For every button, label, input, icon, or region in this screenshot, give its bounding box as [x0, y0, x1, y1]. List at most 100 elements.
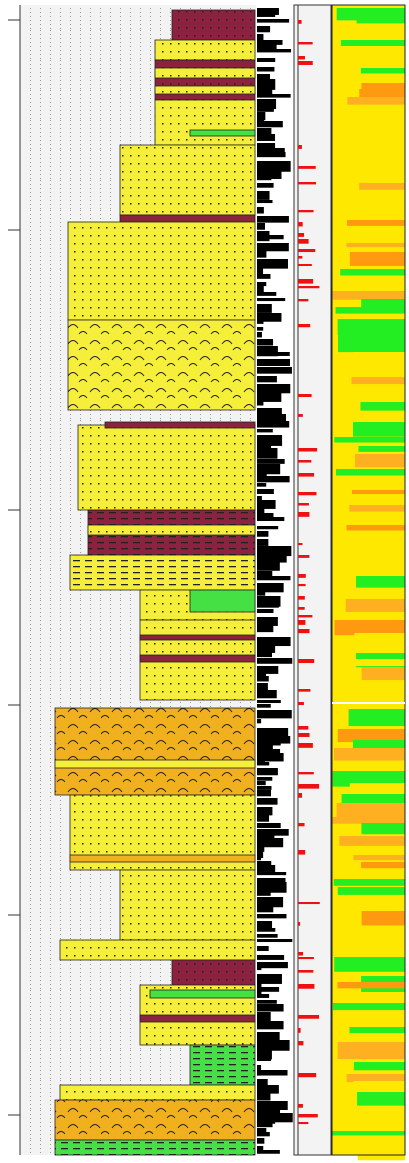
red-bar	[298, 1114, 318, 1117]
black-bar	[257, 339, 273, 346]
facies-band	[347, 1074, 405, 1082]
red-bar	[298, 1073, 316, 1077]
facies-band	[338, 887, 405, 895]
black-bar	[257, 376, 277, 382]
black-bar	[257, 946, 269, 951]
red-bar	[298, 222, 303, 226]
black-bar	[257, 987, 279, 992]
black-bar	[257, 483, 266, 487]
black-bar	[257, 304, 272, 313]
facies-band	[333, 935, 405, 946]
facies-band	[358, 1145, 405, 1160]
lithology-pattern	[190, 1045, 255, 1085]
red-bar	[298, 629, 310, 633]
black-bar	[257, 1085, 279, 1094]
lithology-pattern	[60, 940, 255, 960]
lithology-pattern	[155, 86, 255, 94]
black-bar	[257, 719, 261, 723]
red-bar	[298, 503, 309, 506]
red-bar	[298, 512, 309, 517]
facies-band	[336, 307, 405, 314]
facies-band	[337, 803, 405, 819]
facies-band	[336, 162, 405, 171]
black-bar	[257, 823, 281, 828]
black-bar	[257, 399, 263, 406]
black-bar	[257, 489, 274, 494]
black-bar	[257, 352, 290, 356]
red-bar	[298, 1041, 303, 1045]
black-bar	[257, 235, 284, 239]
black-bar	[257, 676, 269, 681]
lithology-bed	[140, 655, 255, 662]
facies-band	[344, 207, 405, 219]
black-bar	[257, 1025, 271, 1029]
lithology-pattern	[78, 425, 255, 510]
red-bar	[298, 448, 317, 452]
facies-band	[334, 879, 405, 886]
red-bar	[298, 607, 305, 610]
facies-band	[351, 377, 405, 384]
facies-band	[352, 490, 405, 494]
facies-band	[361, 299, 405, 307]
black-bar	[257, 962, 288, 968]
lithology-pattern	[55, 708, 255, 795]
red-bar	[298, 42, 313, 44]
black-bar	[257, 318, 263, 324]
black-bar	[257, 1056, 271, 1061]
facies-band	[361, 68, 405, 73]
black-bar	[257, 1117, 275, 1124]
red-bar	[298, 256, 302, 259]
black-bar	[257, 897, 283, 907]
red-bar	[298, 299, 308, 301]
facies-band	[333, 291, 405, 300]
lithology-pattern	[55, 1100, 255, 1140]
red-bar	[298, 596, 305, 600]
facies-band	[349, 709, 405, 726]
red-bar	[298, 574, 306, 578]
black-bar	[257, 978, 267, 981]
red-bar	[298, 414, 303, 417]
red-bar	[298, 543, 302, 545]
black-bar	[257, 298, 285, 301]
black-bar	[257, 700, 281, 703]
red-bar	[298, 952, 303, 956]
lithology-pattern	[172, 10, 255, 40]
black-bar	[257, 327, 263, 331]
lithology-bed	[70, 855, 255, 862]
black-bar	[257, 183, 274, 188]
black-bar	[257, 602, 279, 608]
black-bar	[257, 815, 269, 822]
red-bar	[298, 743, 313, 748]
black-bar	[257, 207, 264, 214]
facies-band	[354, 141, 405, 147]
lithology-bed	[140, 1015, 255, 1022]
black-bar	[257, 966, 261, 970]
red-bar	[298, 615, 312, 617]
red-bar	[298, 922, 300, 926]
facies-band	[340, 269, 405, 276]
black-bar	[257, 292, 276, 296]
black-bar	[257, 1132, 270, 1136]
black-bar	[257, 274, 270, 279]
black-bar	[257, 49, 291, 52]
black-bar	[257, 26, 270, 32]
black-bar	[257, 252, 262, 256]
facies-band	[347, 220, 405, 226]
facies-band	[357, 1092, 405, 1106]
red-bar	[298, 492, 316, 495]
facies-band	[356, 576, 405, 588]
red-bar	[298, 823, 305, 826]
facies-band	[347, 525, 405, 530]
red-bar	[298, 145, 302, 149]
lithology-pattern	[70, 555, 255, 590]
black-bar	[257, 855, 261, 860]
black-bar	[257, 12, 275, 17]
black-bar	[257, 134, 275, 141]
facies-band	[339, 836, 405, 846]
black-bar	[257, 517, 284, 521]
lithology-pattern	[68, 222, 255, 320]
red-bar	[298, 1015, 319, 1019]
facies-band	[353, 352, 405, 368]
facies-band	[349, 1027, 405, 1033]
facies-band	[334, 437, 405, 443]
